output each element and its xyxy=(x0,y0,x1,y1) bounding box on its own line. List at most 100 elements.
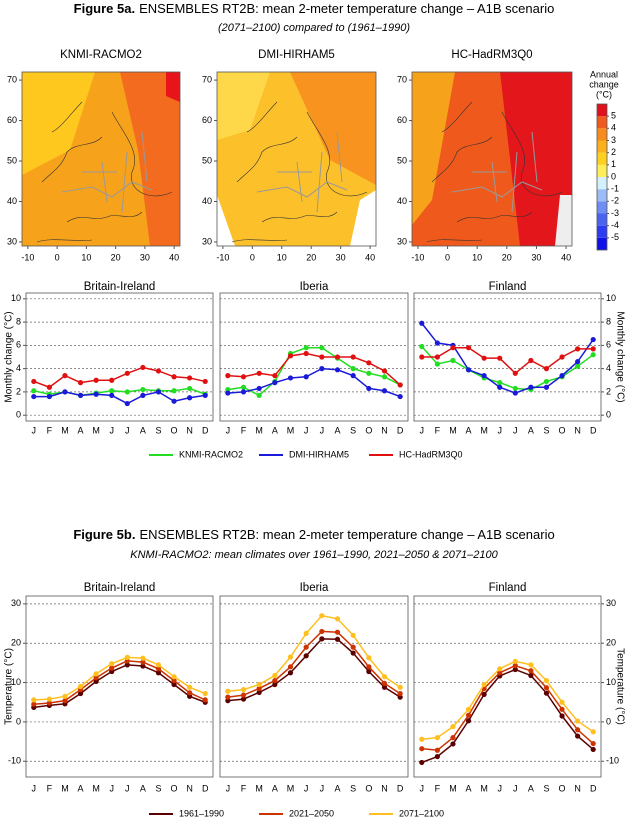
point xyxy=(256,681,262,688)
point xyxy=(419,759,425,766)
point xyxy=(303,374,309,380)
y-tick-label: 4 xyxy=(606,363,611,373)
x-tick-label: M xyxy=(287,783,295,793)
point xyxy=(187,385,193,392)
x-tick-label: A xyxy=(272,783,278,793)
chart-title: Britain-Ireland xyxy=(84,281,156,293)
x-tick-label: A xyxy=(78,425,84,435)
point xyxy=(334,629,341,635)
series-line xyxy=(33,664,206,709)
x-tick-label: N xyxy=(381,425,388,435)
point xyxy=(93,675,99,681)
x-tick-label: F xyxy=(47,783,53,793)
point xyxy=(225,373,231,379)
map-fill xyxy=(412,72,572,246)
point xyxy=(381,674,388,680)
series-line xyxy=(421,664,594,752)
point xyxy=(366,360,372,366)
point xyxy=(334,354,341,360)
x-tick-label: J xyxy=(513,425,518,435)
figure-title-text: ENSEMBLES RT2B: mean 2-meter temperature… xyxy=(139,527,554,542)
plot-frame xyxy=(413,595,602,778)
series-line xyxy=(227,614,401,692)
colorbar-cell xyxy=(597,177,607,190)
x-tick-label: -10 xyxy=(411,252,424,262)
y-tick-label: 40 xyxy=(7,196,17,206)
point xyxy=(77,380,84,386)
y-tick-label: 10 xyxy=(606,293,616,303)
point xyxy=(397,393,403,400)
point xyxy=(31,378,37,385)
colorbar-tick-label: -2 xyxy=(611,196,619,206)
x-tick-label: 10 xyxy=(472,252,482,262)
point xyxy=(543,685,550,691)
point xyxy=(202,378,208,385)
figure-subtitle: KNMI-RACMO2: mean climates over 1961–199… xyxy=(130,549,498,561)
point xyxy=(528,357,534,364)
point xyxy=(434,354,440,360)
point xyxy=(319,366,325,372)
point xyxy=(419,736,425,742)
x-tick-label: A xyxy=(78,783,84,793)
point xyxy=(240,692,247,698)
y-tick-label: 30 xyxy=(606,598,616,608)
point xyxy=(397,690,403,697)
x-tick-label: N xyxy=(186,783,193,793)
x-tick-label: M xyxy=(92,425,100,435)
point xyxy=(434,747,440,753)
x-tick-label: 20 xyxy=(111,252,121,262)
point xyxy=(559,706,565,712)
x-tick-label: D xyxy=(202,783,209,793)
figure-title: Figure 5b. ENSEMBLES RT2B: mean 2-meter t… xyxy=(73,527,554,542)
series-line xyxy=(421,346,594,391)
x-tick-label: 0 xyxy=(445,252,450,262)
colorbar-tick-label: -4 xyxy=(611,220,619,230)
x-tick-label: O xyxy=(559,425,566,435)
map-frame xyxy=(21,71,181,247)
point xyxy=(381,388,388,394)
x-tick-label: O xyxy=(559,783,566,793)
y-tick-label: 0 xyxy=(606,410,611,420)
point xyxy=(124,654,130,660)
legend-label: 2021–2050 xyxy=(289,808,334,818)
point xyxy=(497,355,503,361)
point xyxy=(77,392,84,398)
x-tick-label: J xyxy=(125,783,130,793)
point xyxy=(465,718,472,724)
point xyxy=(559,699,565,705)
series-line xyxy=(227,367,401,398)
x-tick-label: A xyxy=(528,783,534,793)
point xyxy=(256,370,262,376)
point xyxy=(434,735,440,741)
x-tick-label: O xyxy=(171,783,178,793)
point xyxy=(397,382,403,388)
point xyxy=(543,690,550,696)
point xyxy=(528,672,534,679)
x-tick-label: 10 xyxy=(277,252,287,262)
chart-title: Finland xyxy=(489,582,527,594)
point xyxy=(481,691,487,697)
point xyxy=(93,671,99,677)
x-tick-label: N xyxy=(574,425,581,435)
point xyxy=(465,706,472,712)
x-tick-label: 0 xyxy=(250,252,255,262)
x-tick-label: 40 xyxy=(169,252,179,262)
point xyxy=(528,668,534,674)
point xyxy=(140,386,146,393)
x-tick-label: A xyxy=(528,425,534,435)
point xyxy=(77,683,84,690)
point xyxy=(350,632,356,638)
legend-label: 2071–2100 xyxy=(399,808,444,818)
y-tick-label: 2 xyxy=(16,386,21,396)
point xyxy=(31,388,37,394)
point xyxy=(465,367,472,373)
point xyxy=(62,389,68,395)
point xyxy=(366,668,372,675)
point xyxy=(62,698,68,704)
x-tick-label: S xyxy=(543,425,549,435)
y-tick-label: 0 xyxy=(16,716,21,726)
colorbar-tick-label: 4 xyxy=(611,123,616,133)
map-fill xyxy=(22,72,180,246)
point xyxy=(481,681,487,688)
x-tick-label: D xyxy=(590,425,597,435)
